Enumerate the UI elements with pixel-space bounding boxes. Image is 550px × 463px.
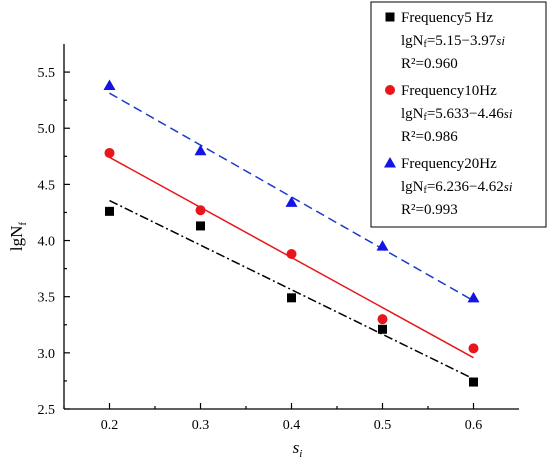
legend-fit-equation: lgNf=5.15−3.97si [401,33,505,50]
data-point-series-2 [377,314,388,325]
legend-series-name: Frequency10Hz [401,83,497,99]
y-tick-label: 5.5 [38,66,56,81]
legend-marker-series-3 [384,157,396,168]
data-point-series-2 [104,147,115,158]
y-axis-title: lgNf [7,222,29,252]
data-point-series-2 [286,249,297,260]
legend-box [370,1,547,228]
data-point-series-3 [194,144,207,156]
x-tick-label: 0.3 [192,418,210,433]
data-point-series-2 [468,343,479,354]
data-point-series-1 [196,221,205,231]
plot-area [103,79,480,387]
legend-fit-equation: lgNf=5.633−4.46si [401,106,513,123]
data-point-series-3 [103,79,116,91]
data-point-series-3 [285,196,298,207]
data-point-series-3 [376,240,389,251]
data-point-series-1 [469,377,478,387]
legend-series-name: Frequency5 Hz [401,10,493,26]
legend-r-squared: R²=0.960 [401,56,458,72]
data-point-series-1 [105,206,114,216]
legend-marker-series-1 [385,12,395,22]
y-tick-label: 3.5 [38,291,56,306]
y-tick-label: 4.0 [38,235,56,250]
data-point-series-3 [467,291,480,303]
legend-series-name: Frequency20Hz [401,156,497,172]
data-point-series-1 [378,324,387,334]
axes: 0.2 0.3 0.4 0.5 0.6 2.5 3.0 3.5 4.0 4.5 5.0 5.5 si lg… [7,44,519,460]
y-tick-label: 2.5 [38,403,56,418]
legend-marker-series-2 [385,85,395,95]
x-axis-title: si [293,438,303,460]
data-point-series-2 [195,205,206,216]
legend: Frequency5 Hz lgNf=5.15−3.97si R²=0.960 Fre… [370,1,547,228]
x-tick-label: 0.5 [374,418,392,433]
x-tick-label: 0.6 [465,418,483,433]
legend-r-squared: R²=0.993 [401,202,458,218]
x-tick-label: 0.4 [283,418,301,433]
y-tick-label: 3.0 [38,347,56,362]
x-tick-label: 0.2 [101,418,119,433]
y-tick-label: 5.0 [38,122,56,137]
data-point-series-1 [287,293,296,303]
legend-r-squared: R²=0.986 [401,129,458,145]
y-tick-label: 4.5 [38,178,56,193]
legend-fit-equation: lgNf=6.236−4.62si [401,179,513,196]
